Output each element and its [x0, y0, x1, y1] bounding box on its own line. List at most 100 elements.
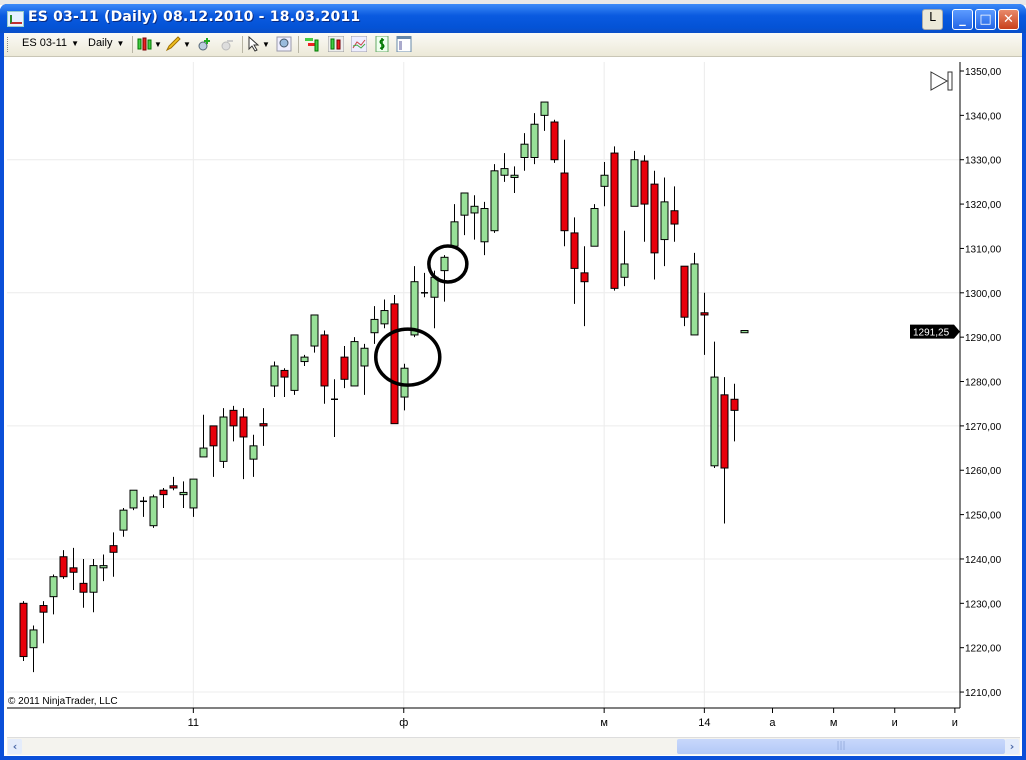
zoom-out-icon[interactable] [220, 36, 236, 52]
candle-body-down [229, 409, 238, 427]
chart-window: ES 03-11 (Daily) 08.12.2010 - 18.03.2011… [0, 4, 1026, 760]
candle [140, 496, 147, 517]
candle [119, 507, 128, 537]
candle [730, 383, 739, 442]
candle-body-up [630, 159, 639, 207]
chevron-down-icon: ▼ [71, 39, 79, 48]
y-tick-label: 1250,00 [965, 511, 1002, 522]
chart-toolbar: ES 03-11 ▼ Daily ▼ ▼ ▼ ▼ [4, 33, 1022, 57]
candle [59, 550, 68, 579]
candle [69, 547, 78, 591]
properties-icon[interactable] [396, 36, 412, 52]
window-client: ES 03-11 ▼ Daily ▼ ▼ ▼ ▼ 1210,00 1220,00 123… [4, 33, 1022, 756]
candle-body-down [610, 152, 619, 289]
candle [280, 368, 289, 398]
x-tick-label: 11 [188, 717, 199, 729]
candle [450, 204, 459, 249]
link-button[interactable]: L [922, 9, 943, 30]
candle [421, 272, 428, 298]
candle-body-down [280, 369, 289, 378]
candle [159, 487, 168, 508]
candle [49, 574, 58, 615]
instrument-dropdown[interactable]: ES 03-11 ▼ [22, 37, 79, 49]
chevron-down-icon[interactable]: ▼ [154, 40, 162, 49]
horizontal-scrollbar[interactable]: ‹ ||| › [7, 737, 1020, 755]
candle [400, 363, 409, 411]
candle-body-up [480, 208, 489, 243]
zoom-in-icon[interactable] [197, 36, 213, 52]
toolbar-separator [298, 36, 299, 53]
x-tick-label: и [952, 717, 958, 729]
candle-body-up [620, 263, 629, 278]
annotation-circle [374, 327, 442, 387]
x-tick-label: а [769, 717, 776, 729]
maximize-button[interactable]: □ [975, 9, 996, 30]
x-tick-label: м [600, 717, 608, 729]
candle-body-up [99, 565, 108, 569]
candle-body-up [600, 174, 609, 187]
candle [700, 292, 709, 355]
minimize-button[interactable]: _ [952, 9, 973, 30]
candle [540, 101, 549, 131]
candle-body-down [239, 416, 248, 438]
candle [199, 414, 208, 458]
candle-body-up [219, 416, 228, 462]
interval-dropdown[interactable]: Daily ▼ [88, 37, 124, 49]
candle [510, 166, 519, 193]
candle [19, 601, 28, 661]
order-icon[interactable] [374, 36, 390, 52]
candle-body-up [89, 565, 98, 593]
chart-style-icon[interactable] [137, 36, 153, 52]
candle [169, 476, 178, 491]
candle [350, 337, 359, 387]
y-tick-label: 1240,00 [965, 555, 1002, 566]
chevron-down-icon[interactable]: ▼ [262, 40, 270, 49]
candle [39, 601, 48, 644]
candle [340, 346, 349, 389]
close-button[interactable]: ✕ [998, 9, 1019, 30]
chevron-down-icon: ▼ [116, 39, 125, 48]
candle [560, 139, 569, 247]
y-tick-label: 1220,00 [965, 644, 1002, 655]
candle-body-down [640, 160, 649, 205]
candle [89, 558, 98, 613]
scroll-right-button[interactable]: › [1005, 739, 1019, 754]
candle-body-down [39, 605, 48, 613]
strategies-icon[interactable] [328, 36, 344, 52]
scroll-to-end-icon[interactable] [930, 71, 953, 91]
y-tick-label: 1320,00 [965, 200, 1002, 211]
candle-body-down [69, 567, 78, 573]
candle-body-down [19, 602, 28, 658]
chevron-down-icon[interactable]: ▼ [183, 40, 191, 49]
scroll-left-button[interactable]: ‹ [8, 739, 22, 754]
candle [380, 299, 389, 329]
candle [189, 478, 198, 517]
candle [99, 554, 108, 582]
candle [179, 481, 188, 508]
data-series-icon[interactable] [351, 36, 367, 52]
x-tick-label: 14 [698, 717, 710, 729]
candle-body-down [650, 183, 659, 254]
cursor-icon[interactable] [247, 36, 263, 52]
zoom-icon[interactable] [276, 36, 292, 52]
candle-body-up [400, 367, 409, 398]
drawing-pencil-icon[interactable] [165, 36, 181, 52]
candle-body-down [570, 232, 579, 269]
candle [640, 155, 649, 242]
candle-body-up [450, 221, 459, 247]
candle [29, 625, 38, 673]
candle-body-up [310, 314, 319, 347]
candle-body-down [680, 265, 689, 318]
candle-body-down [109, 545, 118, 553]
price-chart[interactable]: 1210,00 1220,00 1230,00 1240,00 1250,00 1260,… [7, 62, 1020, 737]
candle-body-up [370, 318, 379, 334]
chart-app-icon [7, 11, 24, 27]
scroll-thumb[interactable]: ||| [677, 739, 1005, 754]
last-price-marker [910, 324, 960, 339]
title-bar[interactable]: ES 03-11 (Daily) 08.12.2010 - 18.03.2011… [0, 4, 1026, 33]
candle [500, 153, 509, 182]
toolbar-grip[interactable] [7, 37, 11, 52]
candle-body-up [350, 341, 359, 387]
indicators-icon[interactable] [304, 36, 320, 52]
candle-body-up [29, 629, 38, 649]
